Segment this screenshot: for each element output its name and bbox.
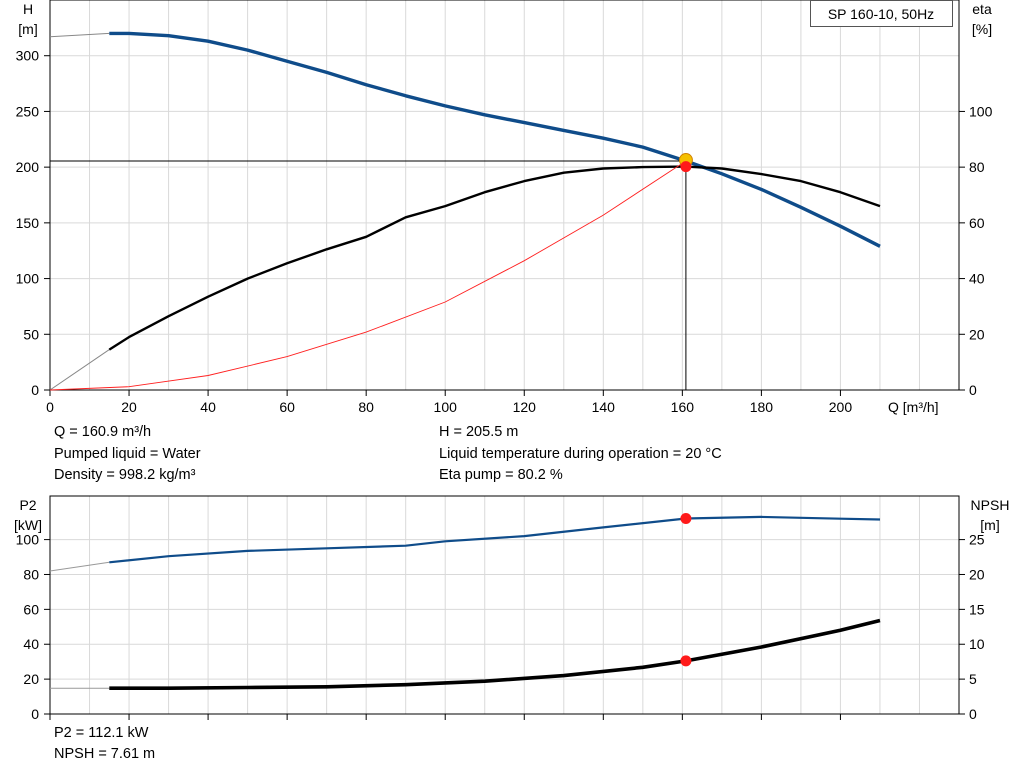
- y-left-tick-label: 200: [16, 159, 40, 175]
- bottom-chart-series: [49, 512, 881, 690]
- p2-curve-line: [109, 515, 881, 564]
- info-eta-pump: Eta pump = 80.2 %: [439, 467, 563, 483]
- top-chart-ticks: 0 50 100 150 200 250 300 0 20 40 60 80 100 0 20 40 60 80 1…: [16, 48, 993, 415]
- top-y-left-label-2: [m]: [18, 21, 37, 37]
- info-flow: Q = 160.9 m³/h: [54, 424, 152, 440]
- y-left-tick-label: 40: [23, 636, 39, 652]
- p2-operating-point: [680, 512, 692, 524]
- y-left-tick-label: 150: [16, 215, 40, 231]
- p2-curve-extension: [49, 561, 110, 572]
- x-tick-label: 20: [121, 399, 137, 415]
- x-tick-label: 160: [671, 399, 695, 415]
- top-y-right-label-2: [%]: [972, 21, 992, 37]
- head-curve-extension: [49, 32, 110, 38]
- y-right-tick-label: 20: [969, 566, 985, 582]
- y-left-tick-label: 60: [23, 601, 39, 617]
- y-right-tick-label: 15: [969, 601, 985, 617]
- info-liquid-temperature: Liquid temperature during operation = 20…: [439, 446, 722, 462]
- y-left-tick-label: 50: [23, 326, 39, 342]
- chart-title-box: [810, 0, 953, 27]
- x-tick-label: 100: [434, 399, 458, 415]
- info-pumped-liquid: Pumped liquid = Water: [54, 446, 201, 462]
- x-tick-label: 140: [592, 399, 616, 415]
- bottom-y-left-label-2: [kW]: [14, 517, 42, 533]
- y-right-tick-label: 25: [969, 532, 985, 548]
- x-tick-label: 120: [513, 399, 537, 415]
- bottom-chart-ticks: 0 20 40 60 80 100 0 5 10 15 20 25: [16, 532, 985, 722]
- y-left-tick-label: 20: [23, 671, 39, 687]
- y-right-tick-label: 10: [969, 636, 985, 652]
- y-right-tick-label: 80: [969, 159, 985, 175]
- x-tick-label: 0: [46, 399, 54, 415]
- y-left-tick-label: 80: [23, 566, 39, 582]
- y-right-tick-label: 40: [969, 271, 985, 287]
- eta-curve-extension: [49, 349, 110, 391]
- y-left-tick-label: 250: [16, 103, 40, 119]
- x-tick-label: 180: [750, 399, 774, 415]
- chart-title: SP 160-10, 50Hz: [828, 6, 934, 22]
- x-tick-label: 60: [279, 399, 295, 415]
- info-head: H = 205.5 m: [439, 424, 519, 440]
- top-y-right-label-1: eta: [972, 1, 992, 17]
- bottom-y-right-label-2: [m]: [980, 517, 999, 533]
- bottom-chart-frame: [49, 495, 960, 715]
- top-chart-frame: [49, 0, 960, 391]
- info-npsh: NPSH = 7.61 m: [54, 746, 156, 762]
- eta-operating-point: [680, 161, 692, 173]
- x-tick-label: 200: [829, 399, 853, 415]
- y-right-tick-label: 100: [969, 103, 993, 119]
- y-left-tick-label: 0: [31, 382, 39, 398]
- y-left-tick-label: 100: [16, 271, 40, 287]
- x-tick-label: 40: [200, 399, 216, 415]
- x-axis-label: Q [m³/h]: [888, 399, 939, 415]
- y-left-tick-label: 0: [31, 706, 39, 722]
- bottom-y-left-label-1: P2: [19, 497, 36, 513]
- system-curve-line: [49, 160, 687, 391]
- info-power-p2: P2 = 112.1 kW: [54, 725, 149, 741]
- x-tick-label: 80: [358, 399, 374, 415]
- y-right-tick-label: 20: [969, 326, 985, 342]
- y-right-tick-label: 5: [969, 671, 977, 687]
- eta-curve-line: [108, 165, 881, 351]
- top-chart-grid: [50, 0, 959, 390]
- y-right-tick-label: 60: [969, 215, 985, 231]
- info-density: Density = 998.2 kg/m³: [54, 467, 196, 483]
- npsh-curve-line: [109, 618, 881, 690]
- y-left-tick-label: 300: [16, 48, 40, 64]
- y-right-tick-label: 0: [969, 706, 977, 722]
- top-y-left-label-1: H: [23, 1, 33, 17]
- top-chart-series: [49, 31, 881, 391]
- head-curve-line: [109, 31, 881, 248]
- y-left-tick-label: 100: [16, 532, 40, 548]
- npsh-operating-point: [680, 655, 692, 667]
- y-right-tick-label: 0: [969, 382, 977, 398]
- bottom-y-right-label-1: NPSH: [971, 497, 1010, 513]
